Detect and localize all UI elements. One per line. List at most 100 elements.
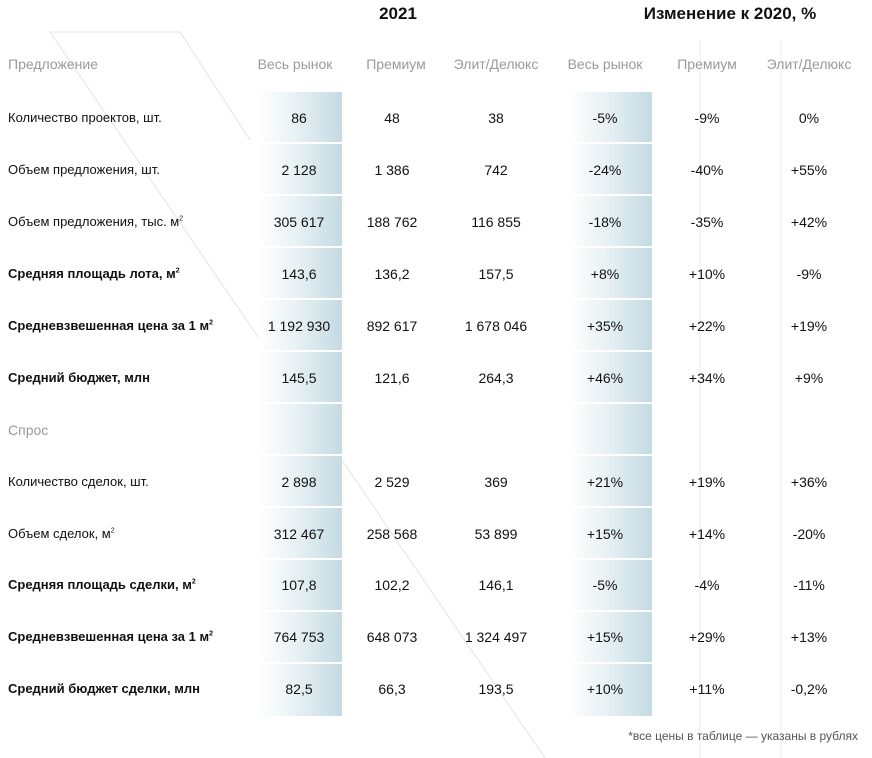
column-header: Элит/Делюкс [766,56,852,72]
row-separator [568,350,652,352]
row-label: Средневзвешенная цена за 1 м2 [8,629,214,644]
row-label: Объем предложения, тыс. м2 [8,214,184,229]
table-cell: +8% [590,266,620,282]
table-cell: 121,6 [374,370,410,386]
table-cell: 264,3 [478,370,514,386]
table-cell: 38 [488,110,504,126]
row-label: Количество проектов, шт. [8,110,162,125]
table-cell: 102,2 [374,577,410,593]
row-label: Средняя площадь лота, м2 [8,266,180,281]
group-header-2021: 2021 [379,4,417,23]
column-header: Премиум [366,56,426,72]
column-header: Весь рынок [257,56,333,72]
column-header: Элит/Делюкс [453,56,539,72]
table-cell: 764 753 [273,629,325,645]
row-separator [568,402,652,404]
table-cell: -5% [592,577,618,593]
table-cell: 305 617 [273,214,325,230]
row-label: Средний бюджет сделки, млн [8,681,200,696]
table-cell: 2 529 [374,474,410,490]
table-cell: -18% [588,214,622,230]
table-cell: -20% [792,526,826,542]
table-cell: +13% [790,629,828,645]
table-cell: +21% [586,474,624,490]
table-cell: +42% [790,214,828,230]
table-cell: 1 678 046 [464,318,528,334]
table-cell: -5% [592,110,618,126]
row-separator [258,662,342,664]
table-cell: +10% [688,266,726,282]
table-cell: +15% [586,629,624,645]
row-label: Количество сделок, шт. [8,474,149,489]
table-cell: +29% [688,629,726,645]
table-cell: +46% [586,370,624,386]
table-cell: 1 386 [374,162,410,178]
table-cell: 2 898 [281,474,317,490]
table-cell: 258 568 [366,526,418,542]
row-separator [568,558,652,560]
row-separator [258,142,342,144]
table-cell: +36% [790,474,828,490]
table-cell: +19% [688,474,726,490]
row-label: Средняя площадь сделки, м2 [8,577,196,592]
table-cell: -9% [796,266,822,282]
column-header: Весь рынок [567,56,643,72]
row-separator [258,506,342,508]
table-cell: 742 [484,162,508,178]
table-cell: 116 855 [471,214,521,230]
table-cell: 648 073 [366,629,418,645]
footnote: *все цены в таблице — указаны в рублях [628,729,858,743]
table-cell: +15% [586,526,624,542]
row-separator [258,298,342,300]
table-cell: -35% [690,214,724,230]
row-separator [258,350,342,352]
table-cell: 1 324 497 [464,629,528,645]
row-label: Объем предложения, шт. [8,162,160,177]
table-cell: 48 [384,110,400,126]
highlight-column-total-2021 [258,92,342,716]
row-separator [568,298,652,300]
table-cell: 143,6 [281,266,317,282]
table-cell: -40% [690,162,724,178]
row-separator [258,194,342,196]
table-cell: 53 899 [474,526,518,542]
table-cell: 312 467 [273,526,325,542]
table-cell: +35% [586,318,624,334]
table-cell: 188 762 [366,214,418,230]
table-cell: -4% [694,577,720,593]
table-cell: 136,2 [374,266,410,282]
row-separator [568,506,652,508]
row-label: Средний бюджет, млн [8,370,150,385]
row-separator [258,610,342,612]
table-cell: +9% [794,370,824,386]
row-label: Средневзвешенная цена за 1 м2 [8,318,214,333]
row-separator [258,402,342,404]
table-cell: 369 [484,474,508,490]
table-cell: 145,5 [281,370,317,386]
table-cell: +55% [790,162,828,178]
row-separator [568,194,652,196]
table-cell: 193,5 [478,681,514,697]
table-cell: -11% [793,577,825,593]
table-cell: 1 192 930 [267,318,331,334]
table-cell: 107,8 [281,577,317,593]
row-separator [568,246,652,248]
table-cell: +19% [790,318,828,334]
table-cell: 0% [798,110,820,126]
table-cell: +34% [688,370,726,386]
column-header: Премиум [677,56,737,72]
row-separator [258,558,342,560]
table-cell: 86 [291,110,307,126]
section-title-demand: Спрос [8,422,49,438]
table-cell: 2 128 [281,162,317,178]
group-header-change: Изменение к 2020, % [643,4,817,23]
table-cell: 66,3 [378,681,406,697]
table-cell: +14% [688,526,726,542]
row-separator [568,662,652,664]
highlight-column-total-change [568,92,652,716]
row-separator [258,454,342,456]
row-separator [258,246,342,248]
table-cell: -9% [694,110,720,126]
table-cell: -0,2% [790,681,828,697]
table-cell: +11% [689,681,725,697]
